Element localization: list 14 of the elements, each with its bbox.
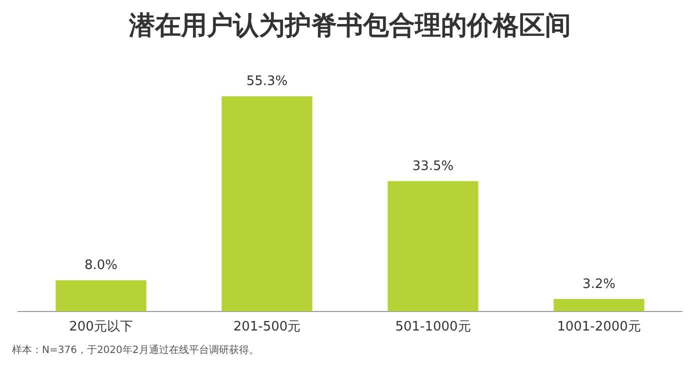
data-label: 3.2% [582, 276, 616, 292]
x-tick-label: 501-1000元 [395, 320, 471, 335]
bar [56, 280, 146, 312]
data-label: 33.5% [412, 158, 454, 174]
bar [388, 181, 478, 312]
bar [222, 96, 312, 312]
x-tick-label: 200元以下 [69, 320, 133, 335]
text: 样本：N=376，于2020年2月通过在线平台调研获得。 [11, 344, 260, 357]
x-tick-label: 201-500元 [233, 320, 301, 335]
bar [554, 298, 644, 312]
chart-title: 潜在用户认为护脊书包合理的价格区间 [128, 10, 572, 43]
data-label: 8.0% [84, 258, 118, 274]
x-tick-label: 1001-2000元 [557, 320, 641, 335]
data-label: 55.3% [246, 74, 288, 90]
